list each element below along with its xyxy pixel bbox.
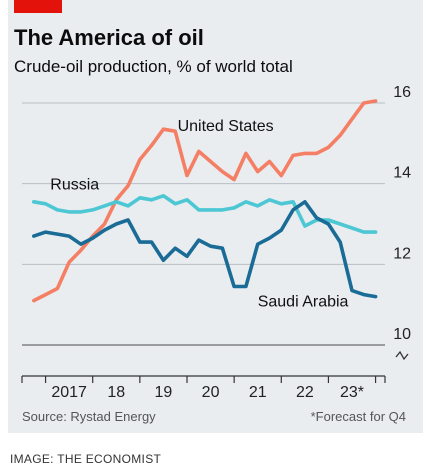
y-tick-label-14: 14 [393, 165, 411, 182]
brand-accent-bar [14, 0, 62, 13]
source-note: Source: Rystad Energy [22, 409, 156, 424]
series-labels: United States Russia Saudi Arabia [50, 118, 348, 310]
y-tick-label-10: 10 [393, 326, 411, 343]
forecast-footnote: *Forecast for Q4 [310, 409, 406, 424]
x-tick-label-22: 22 [296, 384, 314, 401]
series-lines [31, 99, 378, 303]
series-label-russia: Russia [50, 177, 99, 194]
axis-break-icon [395, 350, 409, 361]
x-tick-label-19: 19 [155, 384, 173, 401]
y-tick-labels: 10 12 14 16 [393, 84, 411, 343]
series-label-united-states: United States [178, 118, 274, 135]
y-tick-label-12: 12 [393, 245, 411, 262]
image-credit: IMAGE: THE ECONOMIST [10, 452, 162, 466]
chart-title: The America of oil [14, 25, 204, 50]
y-tick-label-16: 16 [393, 84, 411, 101]
chart-panel [8, 0, 423, 433]
x-axis: 2017 18 19 20 21 22 23* [21, 375, 386, 401]
series-line-saudi-arabia [31, 200, 378, 299]
x-tick-label-23: 23* [340, 384, 364, 401]
chart-subtitle: Crude-oil production, % of world total [14, 57, 293, 76]
x-tick-label-18: 18 [107, 384, 125, 401]
gridlines [22, 102, 409, 361]
x-tick-label-21: 21 [249, 384, 267, 401]
series-line-russia [31, 194, 378, 234]
series-label-saudi-arabia: Saudi Arabia [258, 294, 349, 311]
x-tick-label-2017: 2017 [51, 384, 87, 401]
x-tick-label-20: 20 [202, 384, 220, 401]
